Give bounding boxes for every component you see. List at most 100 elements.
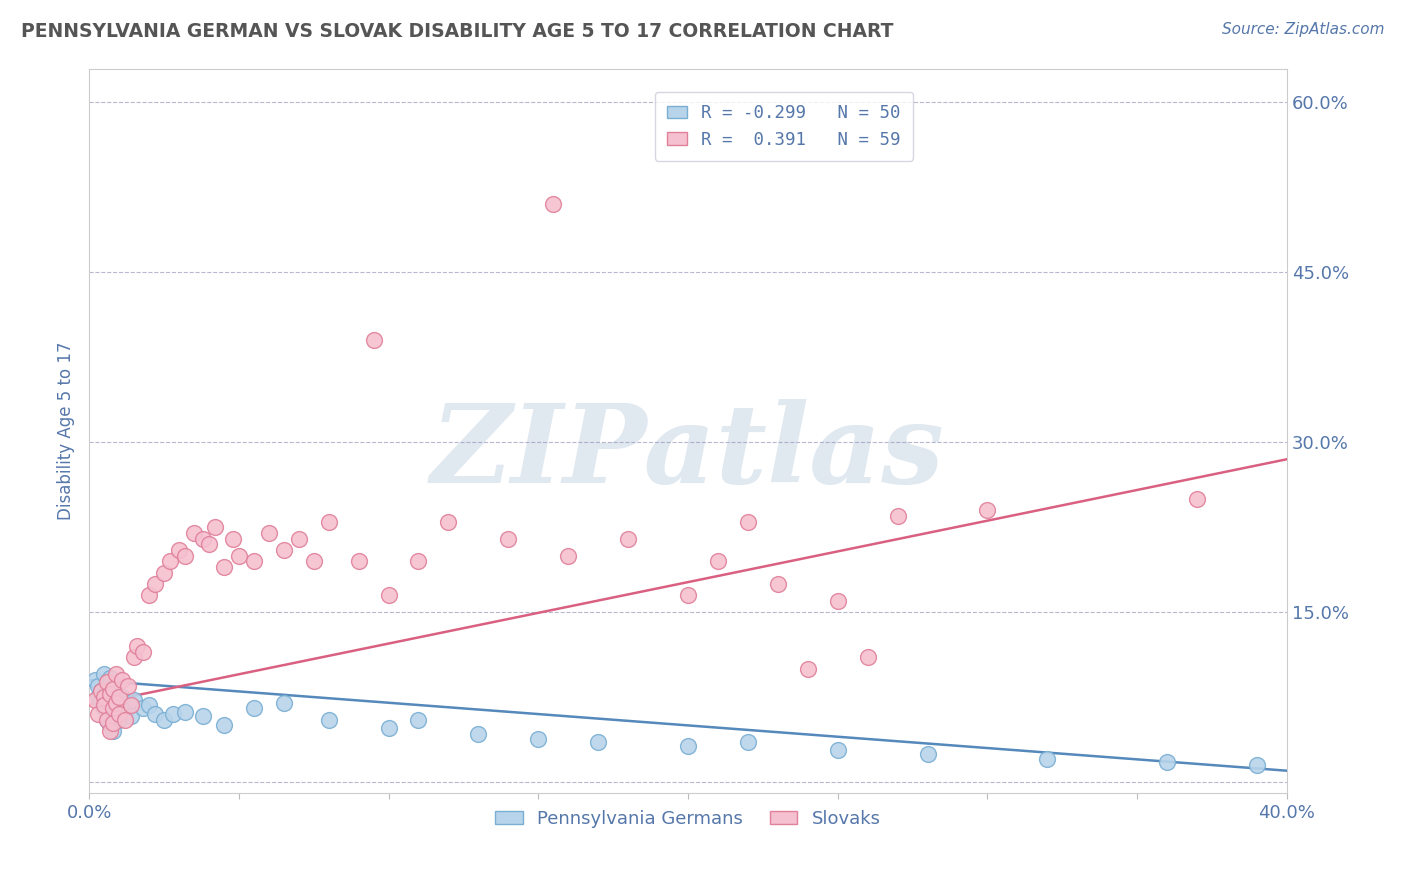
Point xyxy=(93,667,115,681)
Point xyxy=(96,675,118,690)
Point xyxy=(257,525,280,540)
Point xyxy=(98,698,121,712)
Point xyxy=(153,713,176,727)
Point xyxy=(707,554,730,568)
Legend: Pennsylvania Germans, Slovaks: Pennsylvania Germans, Slovaks xyxy=(488,803,887,835)
Point xyxy=(105,696,128,710)
Text: Source: ZipAtlas.com: Source: ZipAtlas.com xyxy=(1222,22,1385,37)
Point xyxy=(101,701,124,715)
Point xyxy=(198,537,221,551)
Point xyxy=(117,679,139,693)
Point xyxy=(93,701,115,715)
Point xyxy=(111,673,134,687)
Point xyxy=(242,701,264,715)
Point xyxy=(617,532,640,546)
Point xyxy=(90,693,112,707)
Point xyxy=(541,197,564,211)
Point xyxy=(1036,752,1059,766)
Point xyxy=(138,588,160,602)
Point xyxy=(122,693,145,707)
Point xyxy=(408,554,430,568)
Point xyxy=(98,724,121,739)
Point xyxy=(96,713,118,727)
Point xyxy=(111,690,134,704)
Point xyxy=(87,679,110,693)
Point xyxy=(212,559,235,574)
Text: ZIPatlas: ZIPatlas xyxy=(432,399,945,507)
Point xyxy=(108,690,131,704)
Point xyxy=(676,588,699,602)
Point xyxy=(886,508,908,523)
Point xyxy=(96,693,118,707)
Point xyxy=(153,566,176,580)
Point xyxy=(87,707,110,722)
Point xyxy=(159,554,181,568)
Point xyxy=(84,693,107,707)
Point xyxy=(1156,755,1178,769)
Point xyxy=(162,707,184,722)
Point xyxy=(108,713,131,727)
Point xyxy=(498,532,520,546)
Point xyxy=(676,739,699,753)
Point xyxy=(228,549,250,563)
Point xyxy=(796,662,818,676)
Point xyxy=(408,713,430,727)
Point xyxy=(84,673,107,687)
Point xyxy=(125,639,148,653)
Point xyxy=(101,707,124,722)
Point xyxy=(101,682,124,697)
Point xyxy=(98,718,121,732)
Point xyxy=(96,713,118,727)
Point xyxy=(363,334,385,348)
Point xyxy=(101,724,124,739)
Point xyxy=(183,525,205,540)
Point xyxy=(101,716,124,731)
Point xyxy=(191,709,214,723)
Point xyxy=(1185,491,1208,506)
Point xyxy=(737,735,759,749)
Point xyxy=(467,727,489,741)
Point xyxy=(737,515,759,529)
Point xyxy=(302,554,325,568)
Point xyxy=(108,696,131,710)
Point xyxy=(204,520,226,534)
Point xyxy=(273,542,295,557)
Point xyxy=(108,707,131,722)
Point xyxy=(114,713,136,727)
Text: PENNSYLVANIA GERMAN VS SLOVAK DISABILITY AGE 5 TO 17 CORRELATION CHART: PENNSYLVANIA GERMAN VS SLOVAK DISABILITY… xyxy=(21,22,894,41)
Point xyxy=(167,542,190,557)
Point xyxy=(105,667,128,681)
Point xyxy=(96,675,118,690)
Point xyxy=(766,577,789,591)
Point xyxy=(114,705,136,719)
Point xyxy=(138,698,160,712)
Point xyxy=(527,731,550,746)
Point xyxy=(586,735,609,749)
Point xyxy=(191,532,214,546)
Point xyxy=(93,690,115,704)
Point xyxy=(105,679,128,693)
Point xyxy=(132,701,155,715)
Point xyxy=(98,687,121,701)
Point xyxy=(377,588,399,602)
Point xyxy=(557,549,579,563)
Point xyxy=(90,684,112,698)
Point xyxy=(437,515,460,529)
Y-axis label: Disability Age 5 to 17: Disability Age 5 to 17 xyxy=(58,342,75,520)
Point xyxy=(827,743,849,757)
Point xyxy=(101,690,124,704)
Point xyxy=(377,721,399,735)
Point xyxy=(98,671,121,685)
Point xyxy=(122,650,145,665)
Point xyxy=(222,532,245,546)
Point xyxy=(827,594,849,608)
Point xyxy=(1246,758,1268,772)
Point xyxy=(347,554,370,568)
Point xyxy=(856,650,879,665)
Point xyxy=(105,696,128,710)
Point xyxy=(273,696,295,710)
Point xyxy=(93,698,115,712)
Point xyxy=(174,705,197,719)
Point xyxy=(132,645,155,659)
Point xyxy=(212,718,235,732)
